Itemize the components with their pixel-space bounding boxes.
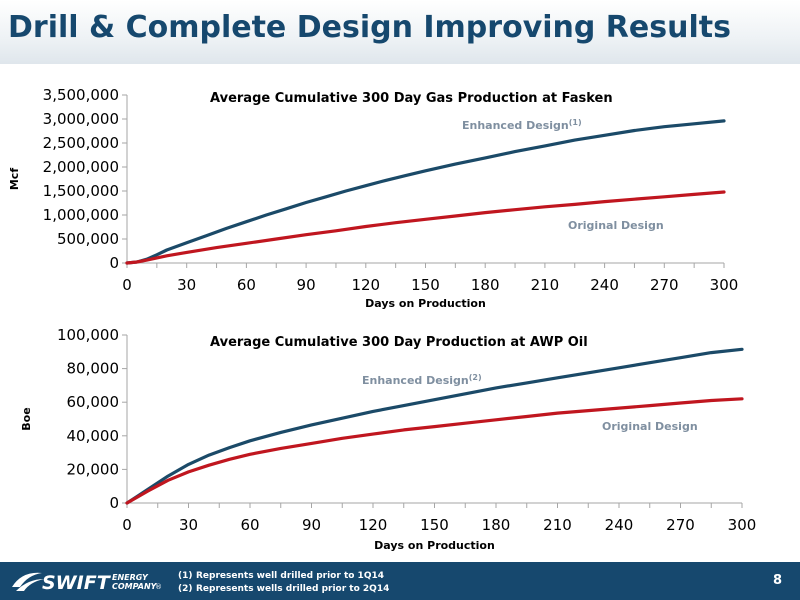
x-tick-label: 150 bbox=[411, 276, 440, 294]
y-tick-label: 2,500,000 bbox=[43, 134, 119, 152]
logo-text-sub1: ENERGY bbox=[112, 573, 149, 582]
footer-bar: SWIFT ENERGY COMPANY ® (1) Represents wel… bbox=[0, 562, 800, 600]
series-label-enhanced: Enhanced Design(2) bbox=[362, 373, 482, 387]
logo-registered-mark: ® bbox=[155, 583, 162, 591]
footnote-1: (1) Represents well drilled prior to 1Q14 bbox=[178, 571, 384, 581]
company-logo: SWIFT ENERGY COMPANY ® bbox=[12, 572, 162, 594]
y-tick-label: 40,000 bbox=[67, 427, 120, 445]
x-tick-label: 210 bbox=[543, 516, 572, 534]
series-label-original: Original Design bbox=[568, 219, 664, 232]
x-tick-label: 90 bbox=[297, 276, 316, 294]
gas-production-chart: 0 500,000 1,000,000 1,500,000 2,000,000 2,500… bbox=[8, 86, 739, 310]
x-tick-label: 30 bbox=[177, 276, 196, 294]
chart-title: Average Cumulative 300 Day Gas Productio… bbox=[210, 91, 613, 106]
logo-text-sub2: COMPANY bbox=[112, 582, 158, 591]
series-label-enhanced: Enhanced Design(1) bbox=[462, 118, 582, 132]
y-axis-title: Mcf bbox=[8, 168, 21, 190]
series-line-enhanced bbox=[125, 347, 744, 505]
x-tick-label: 270 bbox=[666, 516, 695, 534]
x-axis-title: Days on Production bbox=[374, 539, 495, 552]
x-tick-label: 120 bbox=[351, 276, 380, 294]
series-line-original bbox=[125, 190, 726, 265]
x-tick-label: 0 bbox=[122, 516, 132, 534]
x-tick-label: 180 bbox=[471, 276, 500, 294]
x-tick-label: 210 bbox=[531, 276, 560, 294]
y-tick-label: 3,000,000 bbox=[43, 110, 119, 128]
page-title: Drill & Complete Design Improving Result… bbox=[8, 10, 731, 45]
y-tick-label: 500,000 bbox=[57, 230, 119, 248]
logo-text-main: SWIFT bbox=[42, 572, 112, 594]
title-bar: Drill & Complete Design Improving Result… bbox=[0, 0, 800, 64]
page-number: 8 bbox=[772, 573, 782, 588]
swoosh-icon bbox=[12, 572, 44, 591]
y-tick-label: 20,000 bbox=[67, 460, 120, 478]
y-tick-label: 1,500,000 bbox=[43, 182, 119, 200]
x-tick-label: 240 bbox=[605, 516, 634, 534]
series-line-enhanced bbox=[125, 119, 726, 265]
footnotes: (1) Represents well drilled prior to 1Q14… bbox=[178, 570, 389, 596]
x-tick-label: 60 bbox=[240, 516, 259, 534]
x-tick-label: 90 bbox=[302, 516, 321, 534]
x-tick-label: 300 bbox=[728, 516, 757, 534]
y-tick-label: 3,500,000 bbox=[43, 86, 119, 104]
chart-title: Average Cumulative 300 Day Production at… bbox=[210, 335, 588, 350]
series-footnote-mark: (2) bbox=[469, 373, 482, 382]
x-tick-label: 30 bbox=[179, 516, 198, 534]
series-label-original: Original Design bbox=[602, 420, 698, 433]
y-tick-label: 1,000,000 bbox=[43, 206, 119, 224]
x-tick-label: 270 bbox=[650, 276, 679, 294]
y-tick-label: 2,000,000 bbox=[43, 158, 119, 176]
y-tick-label: 0 bbox=[109, 494, 119, 512]
series-line-original bbox=[125, 397, 744, 505]
x-tick-label: 150 bbox=[420, 516, 449, 534]
y-axis-title: Boe bbox=[20, 407, 33, 430]
x-axis-title: Days on Production bbox=[365, 297, 486, 310]
y-tick-label: 0 bbox=[109, 254, 119, 272]
x-tick-label: 120 bbox=[359, 516, 388, 534]
y-tick-label: 100,000 bbox=[57, 326, 119, 344]
x-tick-label: 0 bbox=[122, 276, 132, 294]
x-tick-label: 180 bbox=[482, 516, 511, 534]
y-tick-label: 60,000 bbox=[67, 393, 120, 411]
footnote-2: (2) Represents wells drilled prior to 2Q1… bbox=[178, 584, 390, 594]
x-tick-label: 300 bbox=[710, 276, 739, 294]
y-tick-label: 80,000 bbox=[67, 360, 120, 378]
oil-production-chart: 0 20,000 40,000 60,000 80,000 100,000 0 30 60 90 1… bbox=[20, 326, 757, 552]
series-footnote-mark: (1) bbox=[569, 118, 582, 127]
x-tick-label: 60 bbox=[237, 276, 256, 294]
x-tick-label: 240 bbox=[590, 276, 619, 294]
